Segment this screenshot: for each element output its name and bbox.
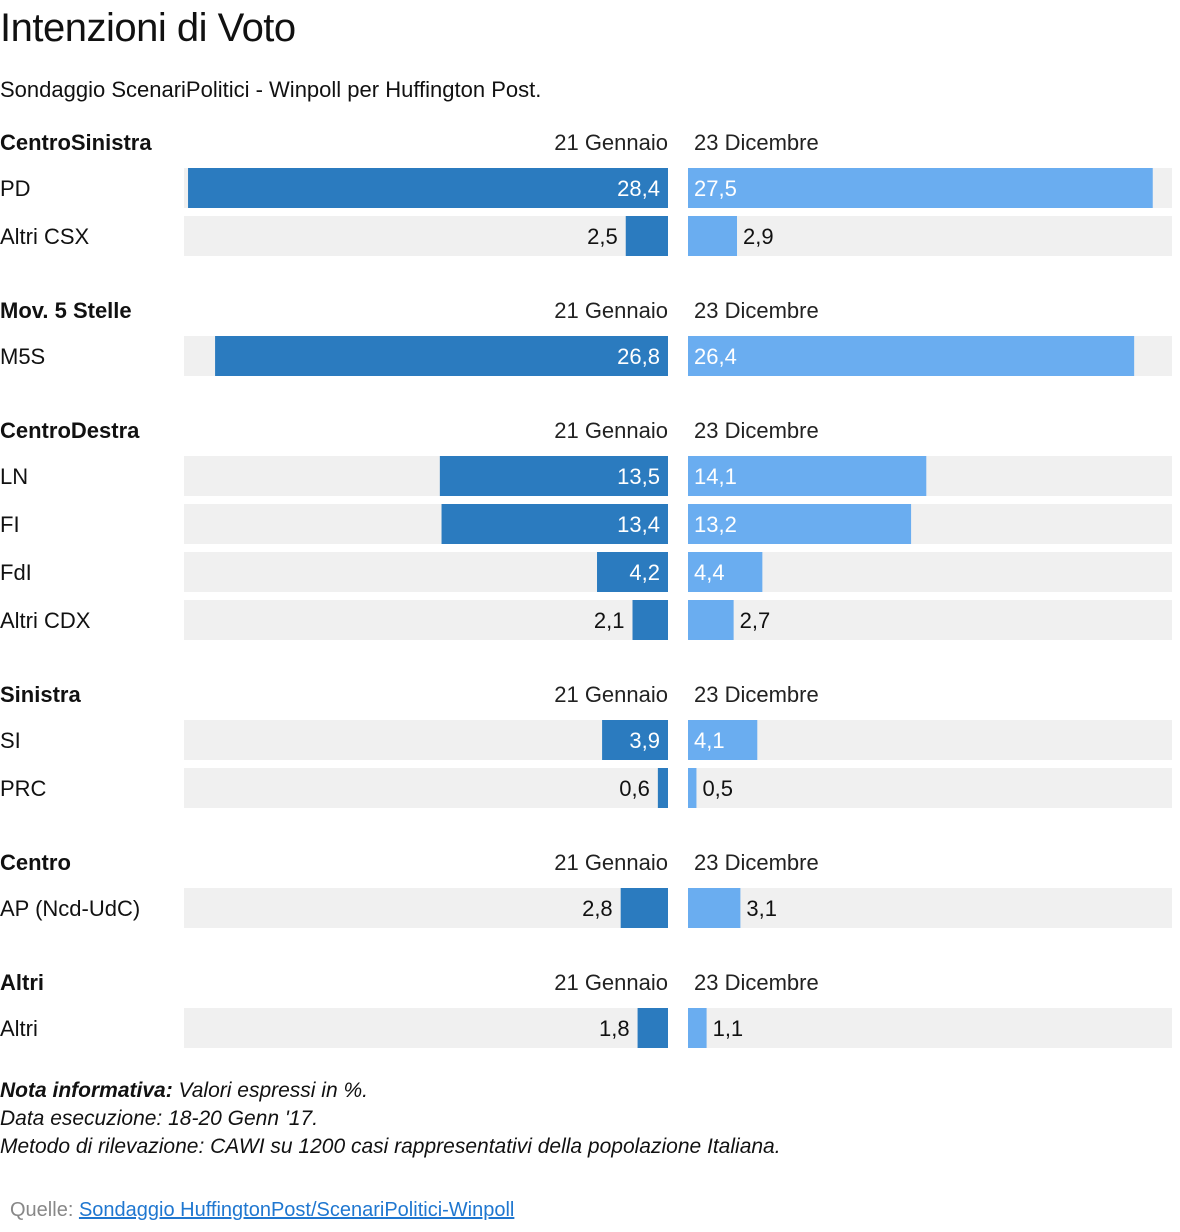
value-label-left: 2,5 — [587, 224, 618, 249]
track-left — [184, 720, 668, 760]
bar-left — [632, 600, 668, 640]
bar-left — [602, 720, 668, 760]
track-right — [688, 216, 1172, 256]
notes-text-1: Valori espressi in %. — [172, 1079, 368, 1102]
column-header-left: 21 Gennaio — [554, 418, 668, 443]
bar-left — [215, 336, 668, 376]
column-header-right: 23 Dicembre — [694, 850, 819, 875]
value-label-right: 27,5 — [694, 176, 737, 201]
notes-line-2: Data esecuzione: 18-20 Genn '17. — [0, 1107, 319, 1130]
track-right — [688, 888, 1172, 928]
bar-right — [688, 600, 734, 640]
track-right — [688, 1008, 1172, 1048]
value-label-right: 2,9 — [743, 224, 774, 249]
chart-subtitle: Sondaggio ScenariPolitici - Winpoll per … — [0, 77, 542, 102]
row-label: Altri — [0, 1016, 38, 1041]
column-header-right: 23 Dicembre — [694, 970, 819, 995]
row-label: Altri CDX — [0, 608, 91, 633]
bar-right — [688, 552, 763, 592]
bar-right — [688, 1008, 707, 1048]
bar-right — [688, 168, 1153, 208]
track-left — [184, 1008, 668, 1048]
row-label: FdI — [0, 560, 32, 585]
column-header-right: 23 Dicembre — [694, 298, 819, 323]
notes: Nota informativa: Valori espressi in %. … — [0, 1077, 781, 1161]
group-label: Centro — [0, 850, 71, 875]
value-label-left: 3,9 — [629, 728, 660, 753]
bar-left — [188, 168, 669, 208]
bar-right — [688, 456, 927, 496]
notes-label: Nota informativa: — [0, 1079, 173, 1102]
track-left — [184, 768, 668, 808]
value-label-right: 14,1 — [694, 464, 737, 489]
column-header-left: 21 Gennaio — [554, 298, 668, 323]
bar-right — [688, 504, 912, 544]
group-label: Mov. 5 Stelle — [0, 298, 132, 323]
row-label: AP (Ncd-UdC) — [0, 896, 140, 921]
bar-left — [597, 552, 668, 592]
track-right — [688, 768, 1172, 808]
value-label-right: 13,2 — [694, 512, 737, 537]
value-label-left: 2,1 — [594, 608, 625, 633]
bar-left — [625, 216, 668, 256]
group-label: CentroSinistra — [0, 130, 152, 155]
source-label: Quelle: — [10, 1199, 79, 1221]
bar-right — [688, 216, 738, 256]
notes-line-1: Nota informativa: Valori espressi in %. — [0, 1077, 781, 1105]
notes-line-3: Metodo di rilevazione: CAWI su 1200 casi… — [0, 1135, 781, 1158]
row-label: M5S — [0, 344, 45, 369]
value-label-left: 13,4 — [617, 512, 660, 537]
row-label: SI — [0, 728, 21, 753]
chart-title: Intenzioni di Voto — [0, 6, 296, 50]
row-label: PRC — [0, 776, 47, 801]
value-label-right: 4,4 — [694, 560, 725, 585]
value-label-left: 28,4 — [617, 176, 660, 201]
column-header-right: 23 Dicembre — [694, 130, 819, 155]
track-left — [184, 552, 668, 592]
group-label: CentroDestra — [0, 418, 140, 443]
bar-right — [688, 888, 741, 928]
value-label-right: 2,7 — [740, 608, 771, 633]
value-label-left: 4,2 — [629, 560, 660, 585]
track-right — [688, 552, 1172, 592]
bar-right — [688, 336, 1135, 376]
column-header-left: 21 Gennaio — [554, 850, 668, 875]
value-label-left: 1,8 — [599, 1016, 630, 1041]
source: Quelle: Sondaggio HuffingtonPost/Scenari… — [10, 1197, 514, 1223]
row-label: Altri CSX — [0, 224, 90, 249]
column-header-right: 23 Dicembre — [694, 418, 819, 443]
bar-left — [441, 504, 668, 544]
group-label: Altri — [0, 970, 44, 995]
value-label-right: 3,1 — [746, 896, 777, 921]
value-label-left: 26,8 — [617, 344, 660, 369]
value-label-right: 0,5 — [702, 776, 733, 801]
column-header-right: 23 Dicembre — [694, 682, 819, 707]
track-right — [688, 720, 1172, 760]
row-label: LN — [0, 464, 28, 489]
value-label-right: 1,1 — [713, 1016, 744, 1041]
track-left — [184, 888, 668, 928]
bar-right — [688, 720, 758, 760]
row-label: PD — [0, 176, 31, 201]
bar-left — [657, 768, 668, 808]
track-left — [184, 216, 668, 256]
value-label-left: 2,8 — [582, 896, 613, 921]
bar-right — [688, 768, 697, 808]
track-left — [184, 600, 668, 640]
bar-left — [439, 456, 668, 496]
value-label-left: 0,6 — [619, 776, 650, 801]
column-header-left: 21 Gennaio — [554, 682, 668, 707]
track-right — [688, 600, 1172, 640]
column-header-left: 21 Gennaio — [554, 130, 668, 155]
bar-left — [637, 1008, 668, 1048]
value-label-left: 13,5 — [617, 464, 660, 489]
bar-left — [620, 888, 668, 928]
value-label-right: 4,1 — [694, 728, 725, 753]
source-link[interactable]: Sondaggio HuffingtonPost/ScenariPolitici… — [78, 1199, 515, 1221]
value-label-right: 26,4 — [694, 344, 737, 369]
group-label: Sinistra — [0, 682, 81, 707]
row-label: FI — [0, 512, 20, 537]
column-header-left: 21 Gennaio — [554, 970, 668, 995]
